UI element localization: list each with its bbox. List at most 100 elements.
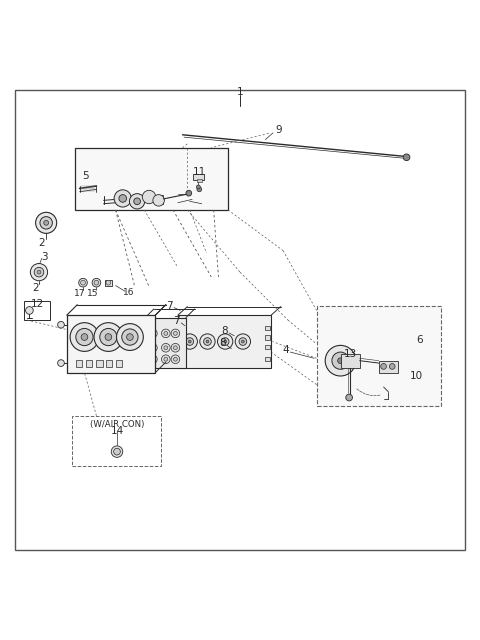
Text: 13: 13 xyxy=(344,349,357,358)
Text: 10: 10 xyxy=(410,371,423,381)
Circle shape xyxy=(81,333,88,340)
Circle shape xyxy=(143,190,156,204)
Circle shape xyxy=(241,340,244,343)
Circle shape xyxy=(94,280,99,285)
Circle shape xyxy=(127,333,133,340)
Bar xyxy=(265,345,270,349)
Circle shape xyxy=(161,355,170,364)
Circle shape xyxy=(217,334,233,349)
Circle shape xyxy=(36,212,57,234)
Circle shape xyxy=(403,154,410,161)
Bar xyxy=(76,360,82,367)
Circle shape xyxy=(188,340,191,343)
Bar xyxy=(105,280,112,285)
Bar xyxy=(86,360,92,367)
Text: 14: 14 xyxy=(110,426,124,436)
Circle shape xyxy=(25,307,33,314)
Circle shape xyxy=(130,194,145,209)
Circle shape xyxy=(149,355,157,364)
Bar xyxy=(145,317,186,368)
Circle shape xyxy=(164,332,168,335)
Text: 9: 9 xyxy=(275,125,282,136)
Circle shape xyxy=(171,355,180,364)
Circle shape xyxy=(179,324,184,330)
Circle shape xyxy=(114,190,132,207)
Circle shape xyxy=(81,280,85,285)
Text: 16: 16 xyxy=(123,288,135,297)
Circle shape xyxy=(206,340,209,343)
Text: 7: 7 xyxy=(173,316,180,326)
Circle shape xyxy=(106,280,111,285)
Circle shape xyxy=(204,338,211,346)
Text: 6: 6 xyxy=(416,335,423,345)
Circle shape xyxy=(161,329,170,338)
Bar xyxy=(197,179,202,182)
Circle shape xyxy=(117,324,144,351)
Circle shape xyxy=(173,357,177,361)
Text: 3: 3 xyxy=(41,252,48,262)
Text: 8: 8 xyxy=(219,339,226,348)
Circle shape xyxy=(122,329,138,345)
Circle shape xyxy=(197,187,202,192)
Circle shape xyxy=(173,346,177,349)
Bar xyxy=(193,173,204,180)
Circle shape xyxy=(149,344,157,352)
Circle shape xyxy=(389,364,395,369)
Circle shape xyxy=(79,278,87,287)
Circle shape xyxy=(381,364,386,369)
Circle shape xyxy=(164,346,168,349)
Bar xyxy=(265,357,270,361)
Text: 5: 5 xyxy=(82,172,89,181)
Circle shape xyxy=(40,216,52,229)
Circle shape xyxy=(235,334,251,349)
Circle shape xyxy=(105,333,112,340)
Bar xyxy=(72,416,161,466)
Circle shape xyxy=(221,338,229,346)
Circle shape xyxy=(151,357,155,361)
Bar xyxy=(379,361,398,372)
Circle shape xyxy=(34,268,44,277)
Bar xyxy=(75,148,228,210)
Circle shape xyxy=(70,323,99,351)
Circle shape xyxy=(37,270,41,274)
Bar xyxy=(24,301,50,320)
Circle shape xyxy=(76,328,93,346)
Circle shape xyxy=(119,195,127,202)
Circle shape xyxy=(30,264,48,281)
Circle shape xyxy=(325,346,356,376)
Circle shape xyxy=(58,360,64,367)
Circle shape xyxy=(173,332,177,335)
Circle shape xyxy=(171,329,180,338)
Circle shape xyxy=(171,344,180,352)
Bar xyxy=(336,351,350,359)
Circle shape xyxy=(111,446,123,458)
Circle shape xyxy=(186,190,192,196)
Bar xyxy=(178,316,271,368)
Text: 15: 15 xyxy=(87,289,99,298)
Circle shape xyxy=(346,394,352,401)
Circle shape xyxy=(196,185,200,189)
Circle shape xyxy=(224,340,227,343)
Circle shape xyxy=(134,198,141,205)
Bar xyxy=(265,335,270,340)
Circle shape xyxy=(151,332,155,335)
Circle shape xyxy=(164,357,168,361)
Bar xyxy=(67,316,156,372)
Bar xyxy=(340,353,360,368)
Circle shape xyxy=(44,220,48,225)
Text: 7: 7 xyxy=(167,301,173,310)
Text: 17: 17 xyxy=(74,289,85,298)
Text: 2: 2 xyxy=(32,283,38,293)
Text: 12: 12 xyxy=(31,300,44,309)
Bar xyxy=(96,360,103,367)
Circle shape xyxy=(418,397,424,403)
Text: 4: 4 xyxy=(283,345,289,355)
Circle shape xyxy=(58,321,64,328)
Circle shape xyxy=(149,329,157,338)
Circle shape xyxy=(179,356,184,361)
Circle shape xyxy=(94,323,123,351)
Circle shape xyxy=(186,338,193,346)
Circle shape xyxy=(239,338,247,346)
Text: 2: 2 xyxy=(38,239,45,248)
Circle shape xyxy=(114,448,120,455)
